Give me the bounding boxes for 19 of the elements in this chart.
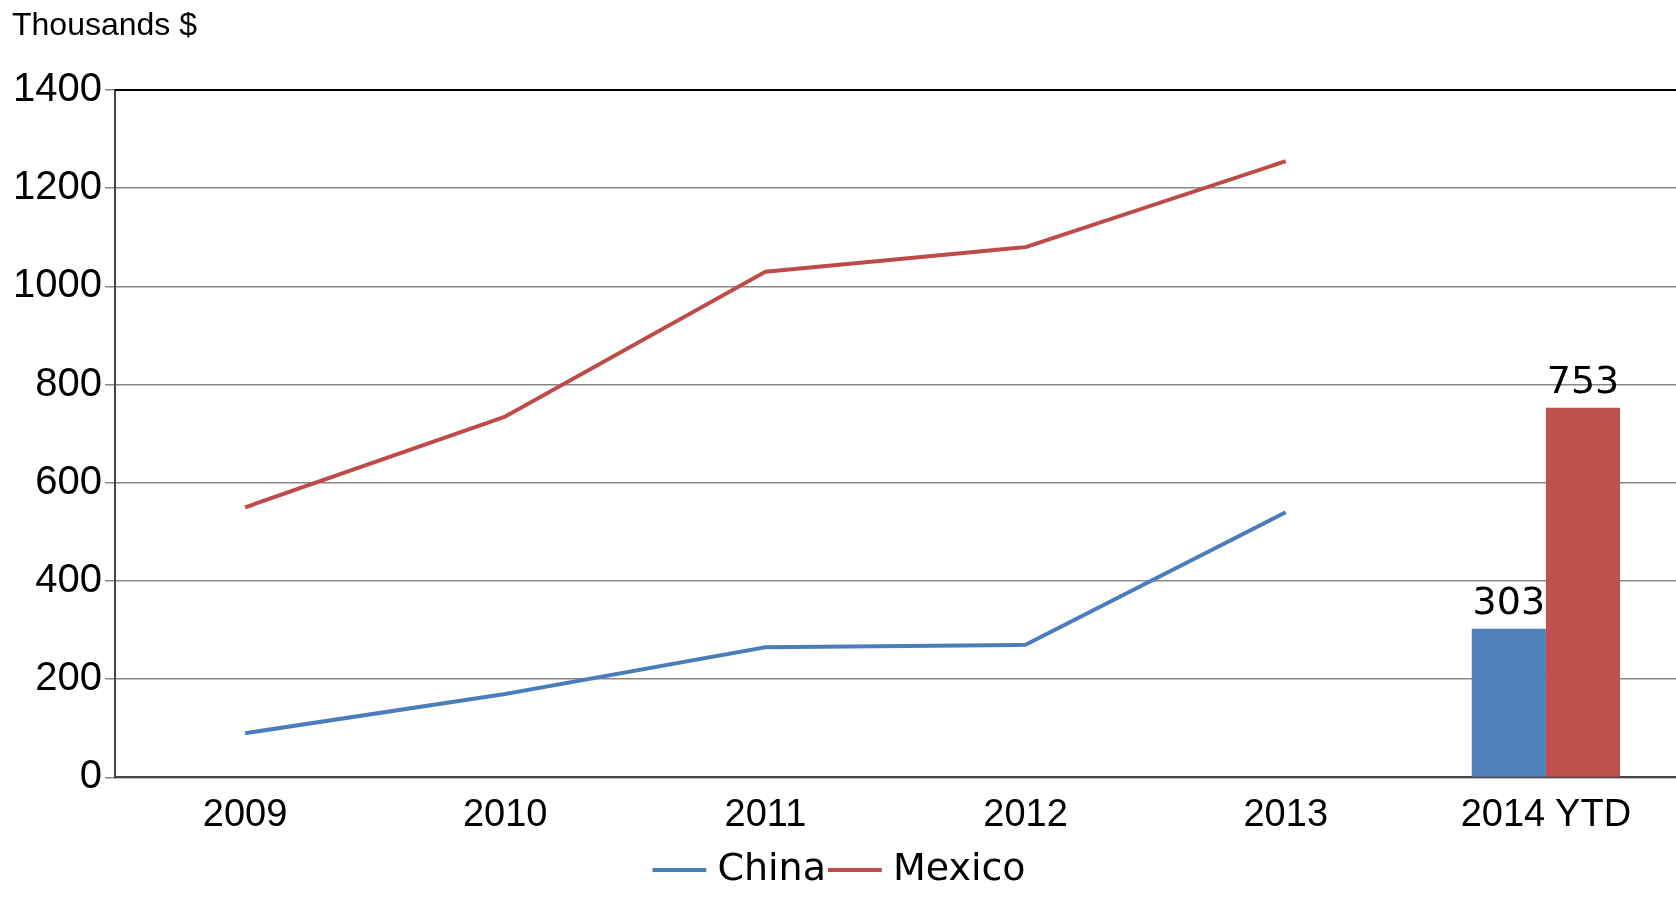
legend-label: China (717, 844, 826, 889)
y-tick-label: 0 (79, 752, 102, 797)
y-tick-label: 600 (35, 457, 102, 502)
legend-label: Mexico (892, 844, 1026, 889)
x-tick-label: 2014 YTD (1460, 791, 1632, 834)
x-tick-label: 2009 (202, 791, 288, 834)
y-axis-title: Thousands $ (12, 5, 198, 42)
x-tick-label: 2010 (462, 791, 548, 834)
x-tick-label: 2013 (1243, 791, 1329, 834)
y-tick-label: 400 (35, 556, 102, 601)
y-tick-label: 800 (35, 359, 102, 404)
data-label: 303 (1472, 578, 1546, 623)
y-tick-label: 200 (35, 654, 102, 699)
y-tick-label: 1000 (13, 261, 102, 306)
x-tick-label: 2012 (983, 791, 1068, 834)
y-tick-label: 1200 (13, 163, 102, 208)
data-label: 753 (1546, 357, 1620, 402)
x-tick-label: 2011 (724, 791, 807, 834)
y-tick-label: 1400 (13, 65, 102, 110)
